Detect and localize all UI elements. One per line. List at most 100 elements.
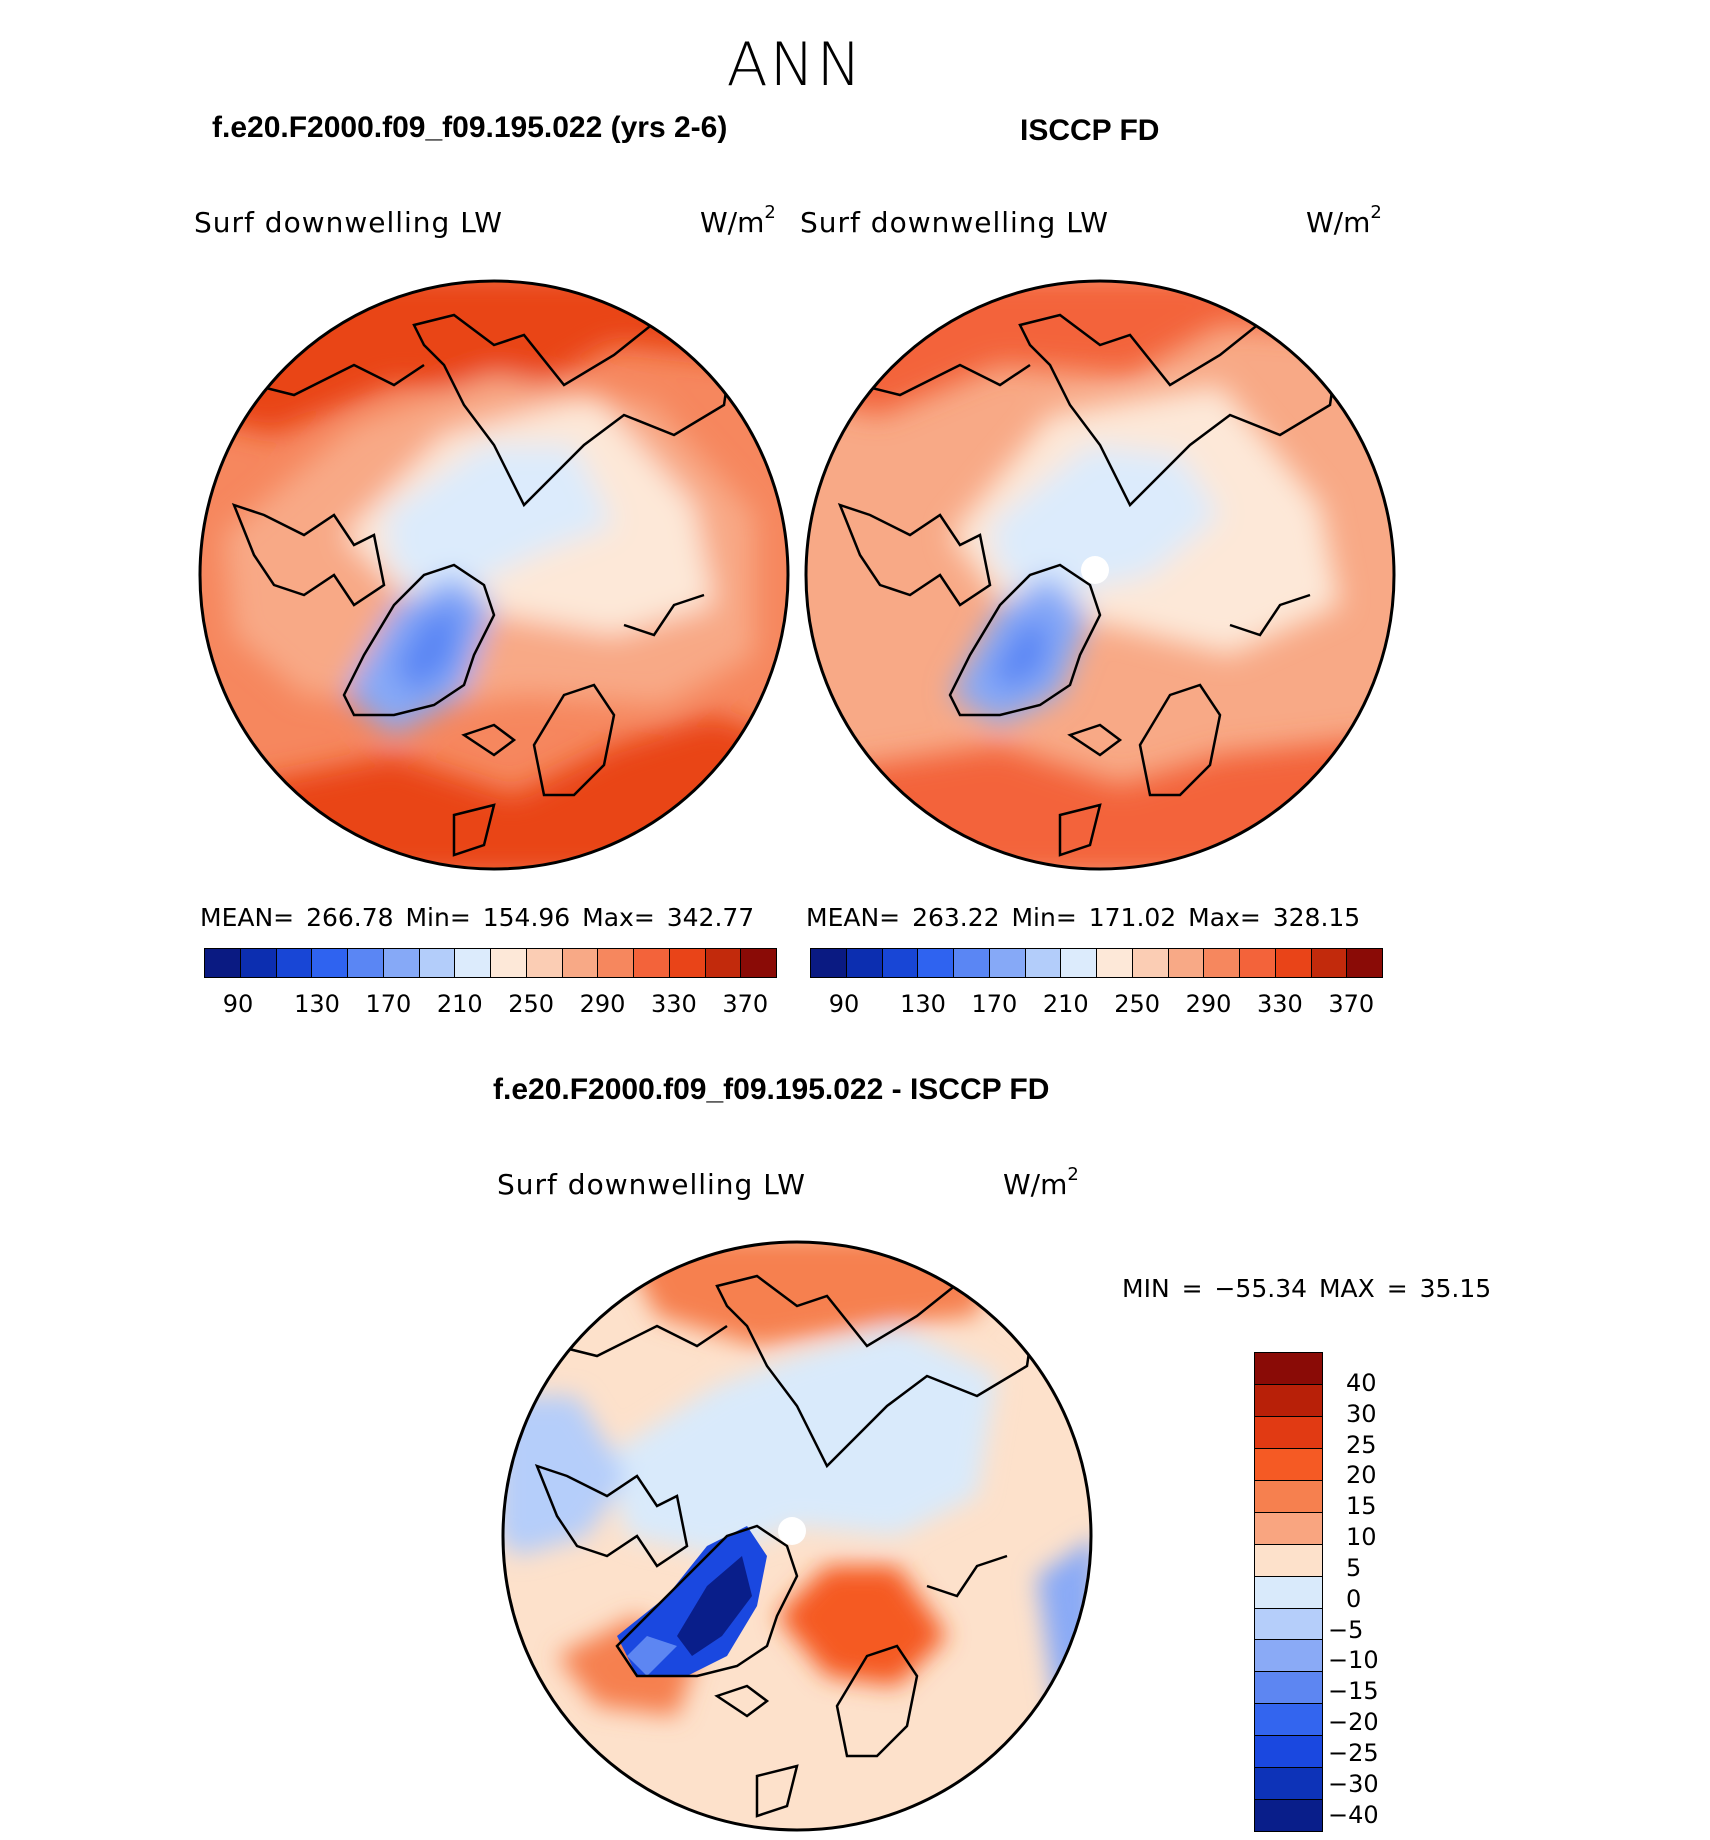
obs-colorbar-tick-label: 170 [971,990,1018,1018]
model-colorbar-swatch [634,949,670,977]
model-colorbar-swatch [348,949,384,977]
obs-colorbar-swatch [1275,949,1312,977]
diff-units-label: W/m2 [1003,1164,1079,1201]
obs-colorbar-tick-label: 90 [828,990,860,1018]
diff-colorbar-tick-label: −5 [1328,1615,1364,1644]
diff-colorbar-swatch [1255,1768,1322,1801]
model-colorbar [204,948,777,978]
diff-map-region-cool-arctic [607,1326,997,1556]
model-colorbar-swatch [562,949,599,977]
obs-panel-title: ISCCP FD [1020,114,1160,147]
diff-map-region-greenland-core [677,1556,752,1656]
diff-colorbar-swatch [1255,1448,1322,1481]
diff-colorbar-swatch [1255,1512,1322,1545]
page-title: ANN [726,30,864,100]
model-colorbar-tick-label: 290 [579,990,626,1018]
diff-colorbar [1254,1352,1323,1832]
model-colorbar-swatch [205,949,241,977]
obs-colorbar-tick-label: 370 [1328,990,1375,1018]
model-colorbar-tick-label: 130 [294,990,340,1018]
model-colorbar-tick-label: 370 [722,990,769,1018]
diff-map-border [501,1240,1093,1832]
obs-variable-label: Surf downwelling LW [800,206,1109,239]
obs-coastlines [837,313,1342,857]
obs-colorbar [810,948,1383,978]
model-colorbar-swatch [455,949,491,977]
model-colorbar-swatch [491,949,527,977]
diff-colorbar-swatch [1255,1416,1322,1449]
model-map-region-greenland-core [394,605,464,695]
obs-map-region-greenland-core [990,620,1050,690]
diff-colorbar-swatch [1255,1384,1322,1417]
model-units-label: W/m2 [700,202,776,239]
obs-colorbar-tick-label: 250 [1114,990,1160,1018]
diff-map-region-warm-top [617,1242,997,1346]
diff-colorbar-tick-label: −15 [1328,1677,1379,1706]
model-colorbar-swatch [669,949,706,977]
model-panel-title: f.e20.F2000.f09_f09.195.022 (yrs 2-6) [212,111,728,144]
diff-coastlines [534,1274,1039,1818]
diff-colorbar-ticks: 40 30 25 20 15 10 5 0 −5 −10 −15 −20 −25 −30 −40 [1328,1352,1416,1830]
diff-colorbar-tick-label: 25 [1346,1430,1377,1459]
obs-colorbar-tick-label: 290 [1185,990,1232,1018]
diff-colorbar-swatch [1255,1576,1322,1609]
model-colorbar-swatch [598,949,634,977]
obs-colorbar-swatch [989,949,1026,977]
model-colorbar-tick-label: 250 [508,990,554,1018]
obs-colorbar-swatch [1311,949,1348,977]
diff-polar-map [501,1240,1093,1832]
diff-colorbar-tick-label: −10 [1328,1646,1379,1675]
diff-panel-title: f.e20.F2000.f09_f09.195.022 - ISCCP FD [493,1073,1050,1106]
obs-map-border [804,279,1396,871]
diff-colorbar-swatch [1255,1544,1322,1577]
diff-colorbar-tick-label: −30 [1328,1769,1379,1798]
obs-colorbar-swatch [882,949,919,977]
diff-colorbar-tick-label: −25 [1328,1738,1379,1767]
diff-colorbar-tick-label: −40 [1328,1800,1379,1829]
diff-variable-label: Surf downwelling LW [497,1168,806,1201]
diff-colorbar-swatch [1255,1353,1322,1385]
obs-colorbar-tick-label: 330 [1256,990,1303,1018]
model-stats: MEAN= 266.78 Min= 154.96 Max= 342.77 [200,903,755,932]
model-colorbar-swatch [240,949,277,977]
diff-map-region-cool-west [503,1396,627,1556]
diff-stats: MIN = −55.34 MAX = 35.15 [1122,1274,1492,1303]
model-colorbar-swatch [741,949,776,977]
obs-colorbar-swatch [1061,949,1097,977]
model-colorbar-tick-label: 330 [650,990,697,1018]
obs-stats: MEAN= 263.22 Min= 171.02 Max= 328.15 [806,903,1361,932]
obs-colorbar-swatch [846,949,883,977]
obs-colorbar-swatch [1204,949,1240,977]
obs-map-region-arctic [990,445,1220,595]
diff-missing-data-pole [778,1517,806,1545]
diff-colorbar-swatch [1255,1704,1322,1737]
obs-colorbar-swatch [1168,949,1205,977]
diff-colorbar-tick-label: 5 [1346,1553,1362,1582]
model-colorbar-tick-label: 210 [436,990,483,1018]
model-colorbar-tick-label: 90 [222,990,254,1018]
diff-map-region-greenland-edge [627,1636,677,1676]
model-colorbar-swatch [276,949,313,977]
diff-colorbar-tick-label: 0 [1346,1584,1362,1613]
obs-polar-map [804,279,1396,871]
model-map-region-arctic [384,445,614,595]
model-colorbar-swatch [419,949,456,977]
diff-colorbar-swatch [1255,1480,1322,1513]
obs-colorbar-swatch [1240,949,1276,977]
obs-colorbar-swatch [1097,949,1133,977]
diff-colorbar-tick-label: 20 [1346,1461,1377,1490]
diff-colorbar-tick-label: 30 [1346,1399,1377,1428]
model-polar-map [198,279,790,871]
model-colorbar-tick-label: 170 [365,990,412,1018]
model-colorbar-swatch [383,949,420,977]
model-colorbar-swatch [705,949,742,977]
obs-colorbar-swatch [1132,949,1169,977]
diff-colorbar-tick-label: −20 [1328,1708,1379,1737]
model-colorbar-ticks: 90 130 170 210 250 290 330 370 [204,990,775,1020]
diff-colorbar-tick-label: 15 [1346,1492,1377,1521]
model-variable-label: Surf downwelling LW [194,206,503,239]
obs-units-label: W/m2 [1306,202,1382,239]
diff-colorbar-tick-label: 40 [1346,1368,1377,1397]
obs-colorbar-ticks: 90 130 170 210 250 290 330 370 [810,990,1381,1020]
model-map-border [198,279,790,871]
